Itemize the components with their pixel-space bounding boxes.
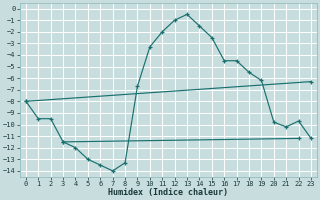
X-axis label: Humidex (Indice chaleur): Humidex (Indice chaleur) xyxy=(108,188,228,197)
